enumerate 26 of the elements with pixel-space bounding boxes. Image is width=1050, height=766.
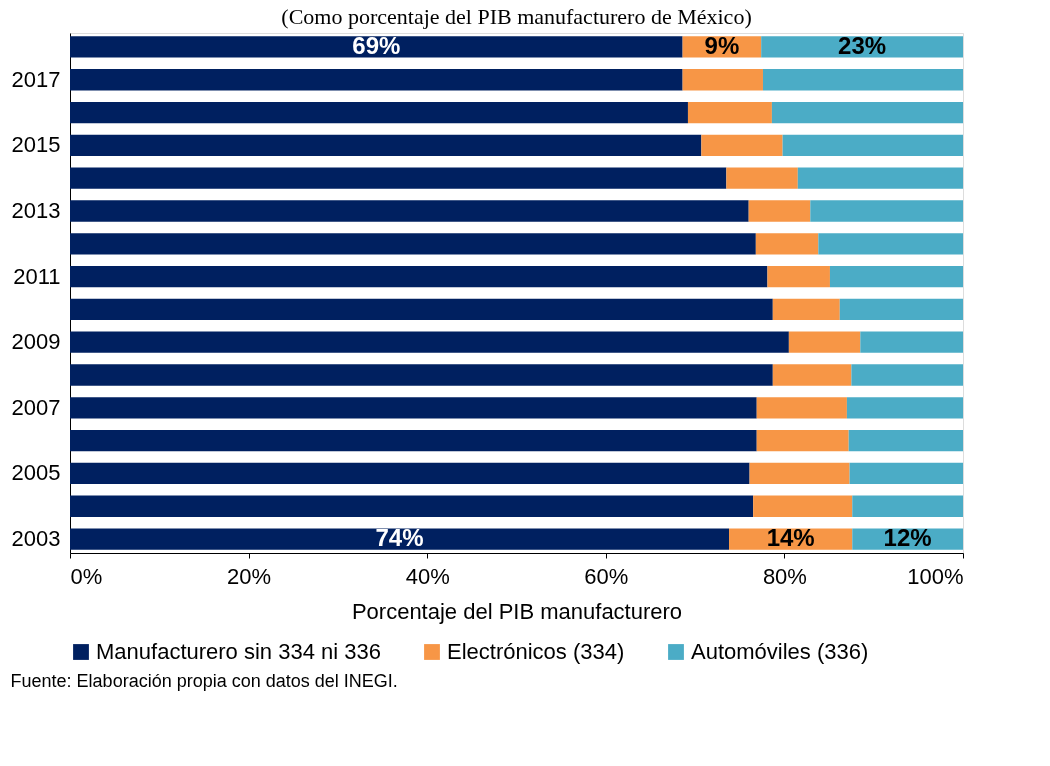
- y-tick-label: 2003: [11, 526, 61, 552]
- legend-label: Manufacturero sin 334 ni 336: [96, 639, 381, 664]
- data-label: 74%: [375, 524, 424, 552]
- data-label: 23%: [838, 31, 887, 59]
- x-tick-label: 0%: [70, 563, 103, 589]
- y-tick-label: 2013: [11, 197, 61, 223]
- source-note: Fuente: Elaboración propia con datos del INEGI.: [10, 671, 398, 691]
- y-tick-label: 2017: [11, 66, 61, 92]
- x-tick-label: 20%: [227, 563, 272, 589]
- y-tick-label: 2011: [13, 263, 61, 289]
- y-tick-label: 2007: [11, 394, 61, 420]
- data-label: 14%: [766, 524, 815, 552]
- y-tick-label: 2005: [11, 460, 61, 486]
- y-tick-label: 2015: [11, 132, 61, 158]
- x-tick-label: 100%: [907, 563, 964, 589]
- data-label: 12%: [883, 524, 932, 552]
- x-axis-title: Porcentaje del PIB manufacturero: [351, 598, 683, 624]
- x-tick-label: 60%: [584, 563, 629, 589]
- data-label: 69%: [352, 31, 401, 59]
- x-tick-label: 80%: [762, 563, 807, 589]
- data-label: 9%: [704, 31, 740, 59]
- x-tick-label: 40%: [405, 563, 450, 589]
- y-tick-label: 2009: [11, 329, 61, 355]
- legend-label: Electrónicos (334): [447, 639, 625, 664]
- chart-title: (Como porcentaje del PIB manufacturero de México): [281, 4, 752, 29]
- legend-label: Automóviles (336): [691, 639, 869, 664]
